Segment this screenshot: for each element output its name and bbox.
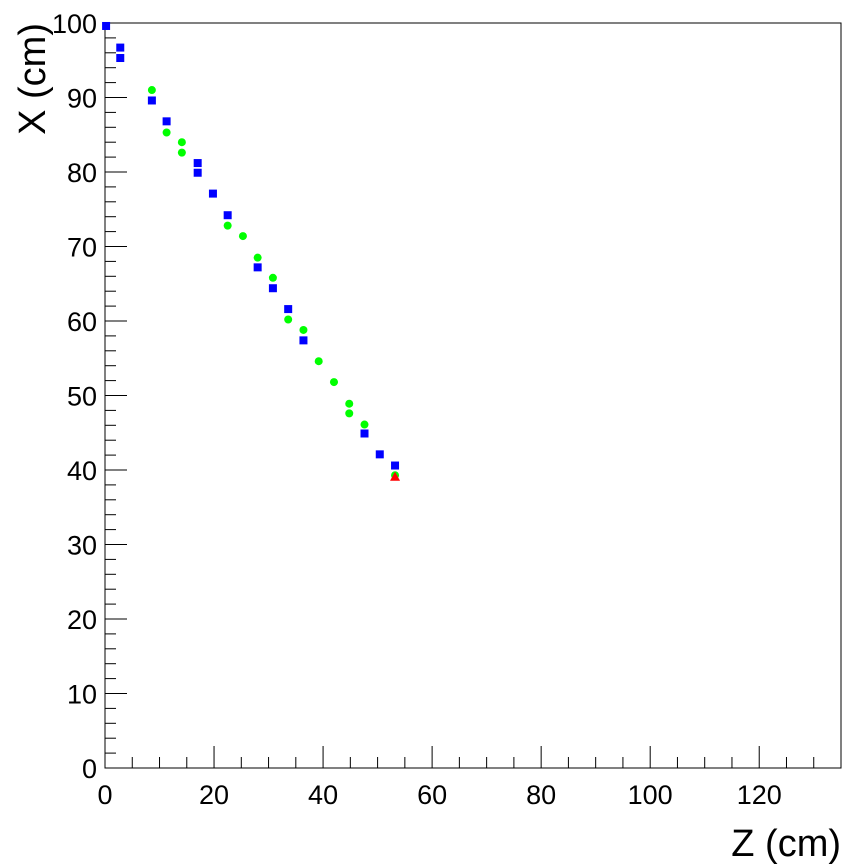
x-tick-label: 80	[526, 780, 556, 810]
circle-marker	[360, 420, 369, 429]
x-tick-label: 60	[417, 780, 447, 810]
y-tick-label: 50	[67, 382, 97, 412]
y-tick-label: 20	[67, 605, 97, 635]
data-points	[102, 21, 401, 481]
circle-marker	[177, 138, 186, 147]
x-axis-title: Z (cm)	[731, 823, 841, 865]
square-marker	[116, 43, 125, 52]
circle-marker	[345, 399, 354, 408]
square-marker	[391, 461, 400, 470]
square-marker	[360, 429, 369, 438]
y-tick-label: 40	[67, 456, 97, 486]
tick-labels: 0 20 40 60 80 100 120 0 10 20 30 40 50 60 70 80 90 100	[52, 9, 782, 810]
x-tick-label: 40	[308, 780, 338, 810]
y-tick-label: 10	[67, 680, 97, 710]
square-marker	[253, 263, 262, 272]
square-marker	[162, 117, 171, 126]
circle-marker	[284, 315, 293, 324]
circle-marker	[223, 221, 232, 230]
y-tick-label: 80	[67, 158, 97, 188]
square-marker	[102, 21, 111, 30]
circle-marker	[299, 325, 308, 334]
axis-ticks	[104, 22, 842, 769]
square-marker	[268, 284, 277, 293]
circle-marker	[253, 253, 262, 262]
x-tick-label: 0	[97, 780, 112, 810]
y-tick-label: 90	[67, 84, 97, 114]
x-tick-label: 120	[737, 780, 782, 810]
circle-marker	[162, 128, 171, 137]
square-marker	[208, 189, 217, 198]
square-marker	[299, 336, 308, 345]
circle-marker	[147, 86, 156, 95]
x-tick-label: 100	[628, 780, 673, 810]
square-marker	[116, 54, 125, 63]
square-marker	[284, 305, 293, 314]
x-tick-label: 20	[199, 780, 229, 810]
square-marker	[375, 450, 384, 459]
plot-frame	[104, 22, 842, 769]
y-tick-label: 30	[67, 531, 97, 561]
y-tick-label: 0	[82, 754, 97, 784]
y-tick-label: 60	[67, 307, 97, 337]
circle-marker	[329, 378, 338, 387]
square-marker	[193, 159, 202, 168]
square-marker	[147, 96, 156, 105]
circle-marker	[314, 357, 323, 366]
circle-marker	[238, 232, 247, 241]
circle-marker	[345, 409, 354, 418]
circle-marker	[268, 273, 277, 282]
y-tick-label: 100	[52, 9, 97, 39]
circle-marker	[177, 148, 186, 157]
square-marker	[223, 211, 232, 220]
square-marker	[193, 168, 202, 177]
y-tick-label: 70	[67, 233, 97, 263]
triangle-marker	[390, 471, 401, 481]
y-axis-title: X (cm)	[12, 23, 54, 135]
